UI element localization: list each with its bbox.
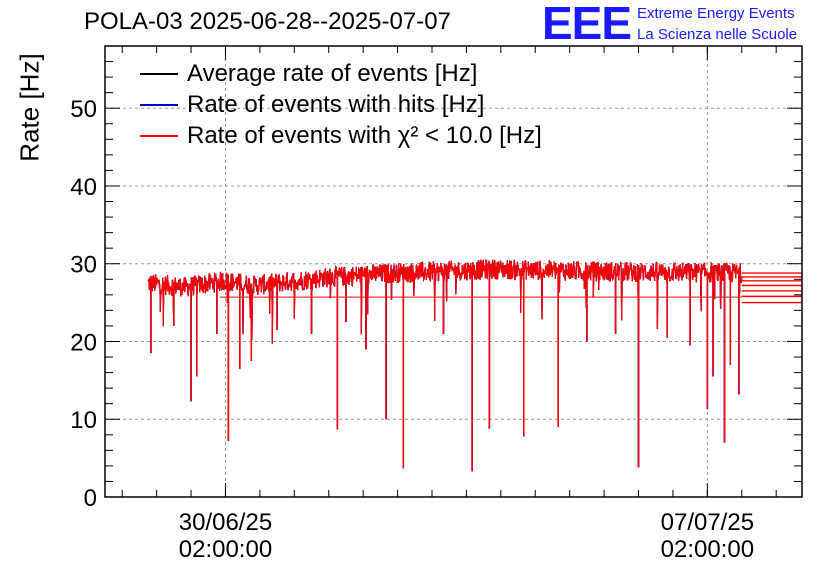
plot-area [147, 259, 802, 472]
legend-entry-average: Average rate of events [Hz] [140, 58, 542, 89]
grid-lines [105, 46, 802, 497]
y-axis-label: Rate [Hz] [14, 53, 45, 162]
legend-label-chi2: Rate of events with χ² < 10.0 [Hz] [187, 121, 542, 149]
y-tick-label: 10 [70, 407, 97, 434]
legend-entry-hits: Rate of events with hits [Hz] [140, 89, 542, 120]
legend-label-average: Average rate of events [Hz] [187, 59, 478, 87]
logo-text: Extreme Energy Events La Scienza nelle S… [637, 3, 797, 45]
y-tick-label: 20 [70, 329, 97, 356]
chart-title: POLA-03 2025-06-28--2025-07-07 [84, 8, 451, 35]
plot-frame [104, 45, 803, 498]
logo-line-1: Extreme Energy Events [637, 5, 795, 22]
y-tick-label: 30 [70, 252, 97, 279]
legend-line-chi2 [140, 134, 178, 137]
y-axis-ticks: 0 10 20 30 40 50 [70, 45, 802, 512]
legend-line-hits [140, 103, 178, 106]
legend-entry-chi2: Rate of events with χ² < 10.0 [Hz] [140, 120, 542, 151]
x-tick-label-time: 02:00:00 [179, 536, 272, 563]
x-tick-label-date: 30/06/25 [179, 509, 272, 536]
y-tick-label: 0 [84, 485, 97, 512]
legend-line-average [140, 72, 178, 75]
legend: Average rate of events [Hz] Rate of even… [140, 58, 542, 151]
legend-label-hits: Rate of events with hits [Hz] [187, 90, 485, 118]
axes-frame [104, 45, 803, 498]
y-tick-label: 50 [70, 96, 97, 123]
x-tick-label-date: 07/07/25 [661, 509, 754, 536]
eee-logo: EEE [542, 0, 632, 49]
logo-line-2: La Scienza nelle Scuole [637, 26, 798, 43]
x-tick-label-time: 02:00:00 [661, 536, 754, 563]
series-line-2 [147, 259, 743, 344]
y-tick-label: 40 [70, 174, 97, 201]
